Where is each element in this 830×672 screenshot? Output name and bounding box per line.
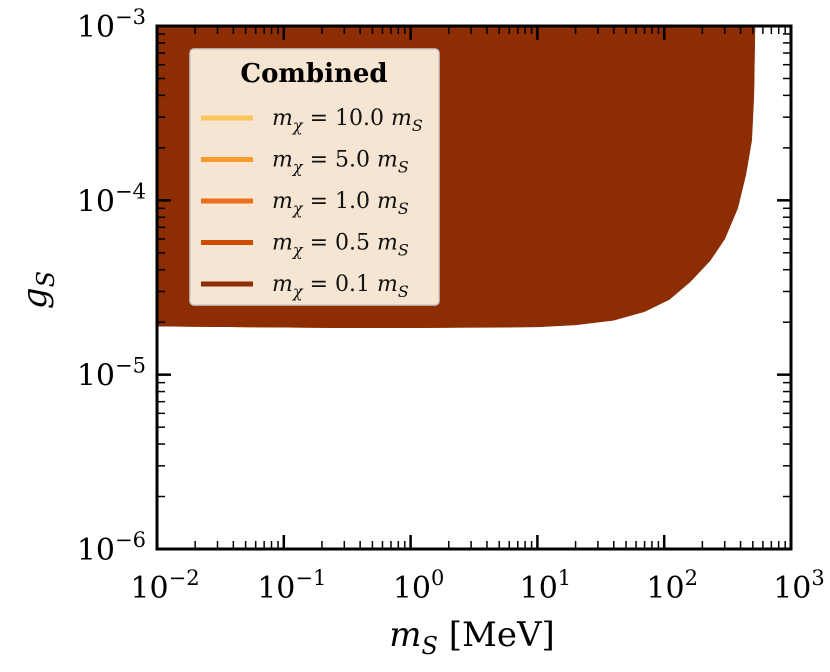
legend-label: mχ = 0.5 mS <box>272 231 409 260</box>
legend-entry: mχ = 10.0 mS <box>201 106 423 135</box>
x-tick-label: 103 <box>773 566 825 606</box>
legend-label: mχ = 1.0 mS <box>272 189 409 218</box>
legend-entries: mχ = 10.0 mS mχ = 5.0 mS mχ = 1.0 mS mχ = 0… <box>201 106 423 301</box>
y-tick-label: 10−4 <box>77 179 146 219</box>
y-tick-label: 10−5 <box>77 354 146 394</box>
legend-label: mχ = 5.0 mS <box>272 148 409 177</box>
x-tick-label: 101 <box>520 566 572 606</box>
x-tick-label: 102 <box>646 566 698 606</box>
plot-frame <box>155 24 793 551</box>
y-axis-label: gS <box>15 271 60 309</box>
x-tick-label: 10−1 <box>257 566 326 606</box>
x-axis-label: mS [MeV] <box>389 615 555 660</box>
legend-label: mχ = 0.1 mS <box>272 272 409 301</box>
legend-label: mχ = 10.0 mS <box>272 106 423 135</box>
legend-entry: mχ = 0.5 mS <box>201 231 409 260</box>
y-tick-label: 10−6 <box>77 528 146 568</box>
legend-title: Combined <box>240 59 387 89</box>
y-tick-label: 10−3 <box>77 5 146 45</box>
legend-entry: mχ = 1.0 mS <box>201 189 409 218</box>
legend: Combined mχ = 10.0 mS mχ = 5.0 mS mχ = 1.0… <box>189 48 440 306</box>
tick-labels: 10−2 10−1 100 101 102 103 10−6 10−5 10−4 10−3 <box>77 5 825 606</box>
legend-entry: mχ = 5.0 mS <box>201 148 409 177</box>
legend-entry: mχ = 0.1 mS <box>201 272 409 301</box>
x-tick-label: 10−2 <box>130 566 199 606</box>
x-tick-label: 100 <box>393 566 445 606</box>
